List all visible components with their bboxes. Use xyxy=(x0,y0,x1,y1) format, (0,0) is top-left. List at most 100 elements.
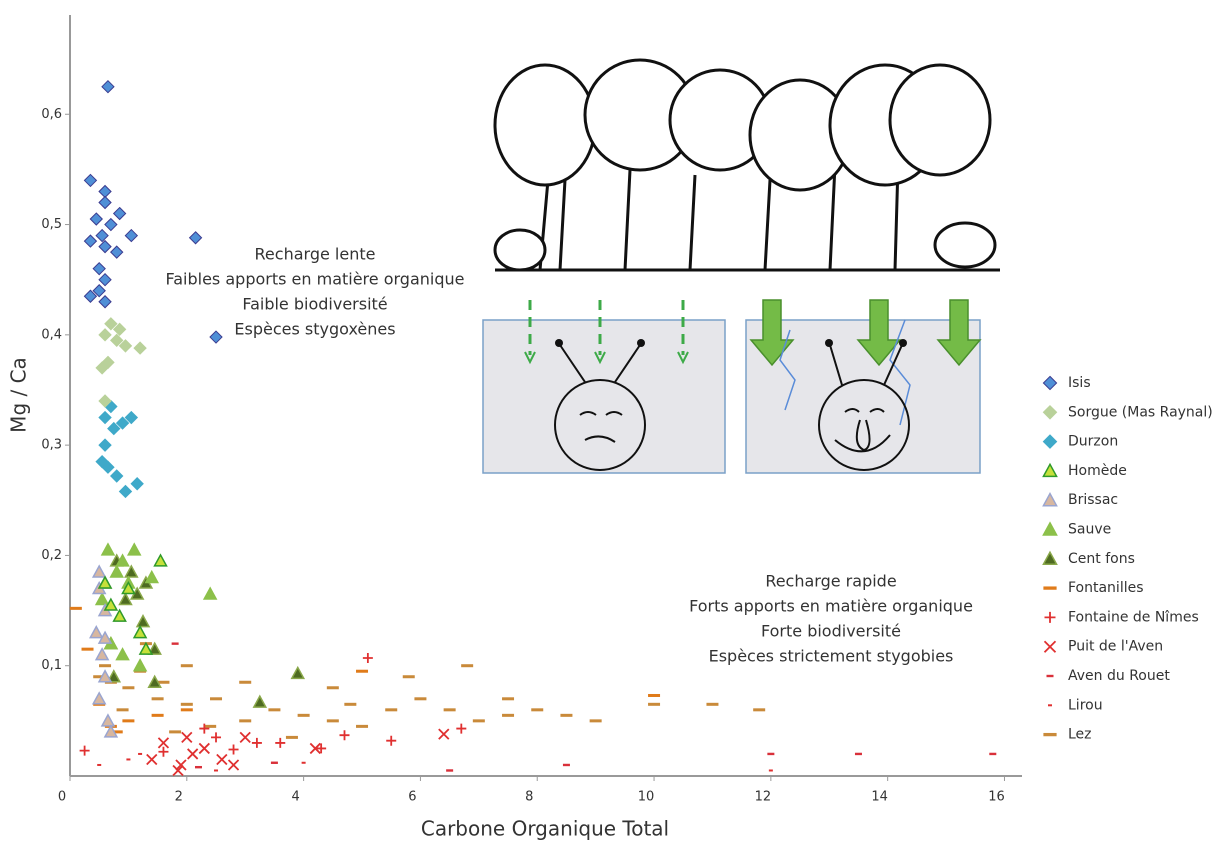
point xyxy=(93,675,106,679)
legend-label: Lez xyxy=(1068,727,1092,743)
point xyxy=(115,647,130,661)
point xyxy=(157,680,170,684)
y-tick-label: 0,6 xyxy=(41,107,62,122)
point xyxy=(989,752,997,756)
legend-marker xyxy=(1042,462,1058,478)
x-tick-label: 8 xyxy=(525,790,533,805)
point xyxy=(648,693,661,697)
point xyxy=(97,763,102,766)
point xyxy=(98,410,112,425)
point xyxy=(118,591,133,606)
legend-marker xyxy=(1042,375,1058,391)
x-tick-label: 16 xyxy=(988,790,1005,805)
point xyxy=(118,339,133,353)
point xyxy=(110,245,124,259)
point xyxy=(98,394,112,408)
point xyxy=(112,322,127,337)
point xyxy=(138,641,154,655)
point xyxy=(92,284,106,298)
legend-marker xyxy=(1042,492,1058,507)
point xyxy=(98,438,112,452)
legend-label: Aven du Rouet xyxy=(1068,668,1170,684)
point xyxy=(316,743,327,754)
point xyxy=(204,724,217,728)
point xyxy=(95,228,109,243)
point xyxy=(767,752,775,756)
point xyxy=(146,753,158,766)
legend-label: Durzon xyxy=(1068,434,1118,450)
point xyxy=(124,410,139,425)
annotation: Forte biodiversité xyxy=(761,622,901,641)
point xyxy=(180,702,193,706)
point xyxy=(147,674,162,689)
legend-label: Lirou xyxy=(1068,697,1103,713)
point xyxy=(112,206,127,221)
point xyxy=(124,228,139,243)
point xyxy=(132,658,148,672)
point xyxy=(531,708,544,712)
legend-marker xyxy=(1042,404,1058,420)
point xyxy=(94,647,110,661)
point xyxy=(472,719,485,723)
point xyxy=(83,173,98,188)
point xyxy=(126,758,131,761)
legend-label: Homède xyxy=(1068,463,1127,479)
point xyxy=(138,752,143,755)
point xyxy=(110,469,124,483)
point xyxy=(122,719,135,723)
point xyxy=(116,708,129,712)
point xyxy=(92,261,106,276)
annotation: Faible biodiversité xyxy=(242,295,387,314)
point xyxy=(239,731,251,744)
point xyxy=(94,591,110,606)
legend-label: Puit de l'Aven xyxy=(1068,639,1163,655)
point xyxy=(456,723,467,734)
aquifer-boxes xyxy=(482,299,982,474)
annotation: Forts apports en matière organique xyxy=(689,597,973,616)
point xyxy=(103,597,119,611)
legend-label: Fontaine de Nîmes xyxy=(1068,609,1199,625)
point xyxy=(171,642,179,645)
point xyxy=(768,769,773,772)
point xyxy=(98,295,112,309)
point xyxy=(385,708,398,712)
point xyxy=(270,761,278,764)
point xyxy=(344,702,357,706)
point xyxy=(202,586,218,600)
legend-marker xyxy=(1043,732,1057,737)
point xyxy=(339,730,350,741)
point xyxy=(98,195,112,210)
legend-marker xyxy=(1043,586,1057,590)
point xyxy=(97,630,113,644)
point xyxy=(83,289,98,303)
point xyxy=(79,745,90,756)
point xyxy=(144,569,160,584)
point xyxy=(147,641,162,655)
point xyxy=(104,217,118,232)
point xyxy=(115,416,130,430)
point xyxy=(228,744,239,755)
point xyxy=(180,708,193,712)
x-tick-label: 10 xyxy=(638,790,655,805)
point xyxy=(83,234,98,248)
legend-marker xyxy=(1046,674,1054,678)
legend-label: Fontanilles xyxy=(1068,580,1144,596)
point xyxy=(91,564,107,578)
legend-marker xyxy=(1048,704,1052,707)
x-tick-label: 0 xyxy=(58,790,66,805)
point xyxy=(135,614,151,628)
legend-label: Sauve xyxy=(1068,522,1111,538)
point xyxy=(101,79,115,94)
x-tick-label: 14 xyxy=(871,790,888,805)
point xyxy=(107,421,121,436)
point xyxy=(362,652,373,663)
x-tick-label: 6 xyxy=(408,790,416,805)
point xyxy=(97,575,113,589)
point xyxy=(99,664,112,668)
y-tick-label: 0,1 xyxy=(41,658,62,673)
point xyxy=(438,728,450,740)
x-tick-label: 2 xyxy=(175,790,183,805)
legend-marker xyxy=(1042,521,1058,536)
point xyxy=(216,753,228,766)
